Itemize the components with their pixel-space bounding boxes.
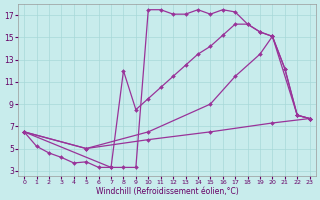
X-axis label: Windchill (Refroidissement éolien,°C): Windchill (Refroidissement éolien,°C) — [96, 187, 238, 196]
